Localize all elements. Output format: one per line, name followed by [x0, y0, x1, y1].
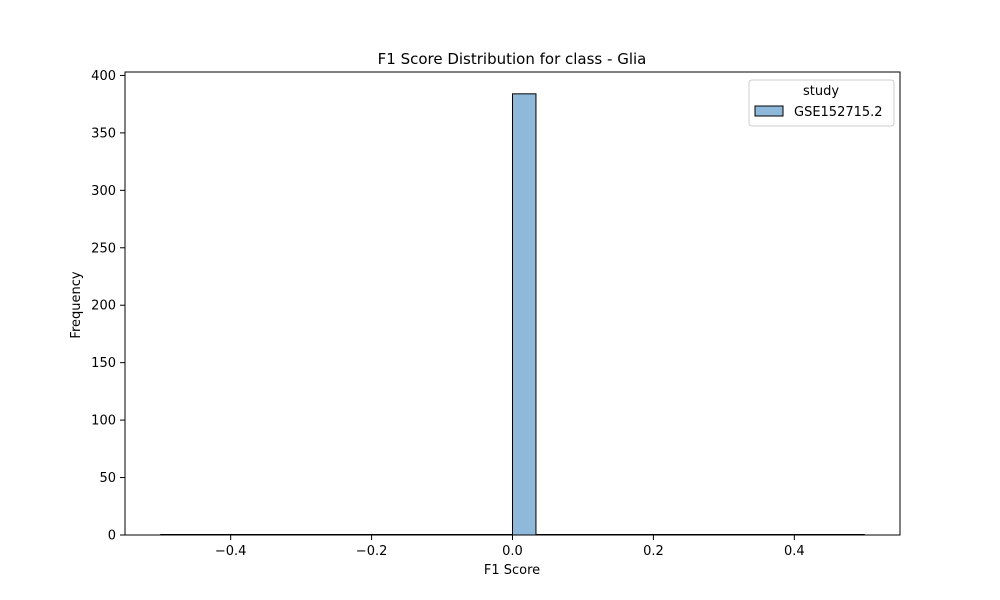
- plot-area: −0.4 −0.2 0.0 0.2 0.4 0 50 100 150 200 250 300 350 40…: [91, 69, 901, 559]
- x-tick-label: 0.4: [784, 544, 805, 559]
- y-tick-label: 100: [91, 414, 116, 429]
- legend-swatch: [754, 105, 784, 117]
- x-tick-label: −0.2: [356, 544, 388, 559]
- x-tick-label: −0.4: [215, 544, 247, 559]
- y-tick-label: 300: [91, 184, 116, 199]
- y-axis-label: Frequency: [69, 271, 84, 338]
- y-tick-label: 250: [91, 241, 116, 256]
- x-axis-label: F1 Score: [484, 563, 540, 578]
- histogram-bar: [512, 93, 537, 536]
- legend: study GSE152715.2: [748, 79, 895, 127]
- legend-entry-label: GSE152715.2: [794, 105, 883, 120]
- y-tick-label: 400: [91, 69, 116, 84]
- x-tick-label: 0.2: [643, 544, 664, 559]
- y-tick-label: 200: [91, 299, 116, 314]
- legend-frame: [748, 79, 895, 127]
- y-tick-label: 0: [108, 529, 116, 544]
- legend-title: study: [803, 84, 839, 99]
- x-tick-label: 0.0: [502, 544, 523, 559]
- chart-title: F1 Score Distribution for class - Glia: [378, 50, 647, 68]
- y-tick-label: 50: [99, 471, 116, 486]
- y-tick-label: 350: [91, 126, 116, 141]
- y-tick-label: 150: [91, 356, 116, 371]
